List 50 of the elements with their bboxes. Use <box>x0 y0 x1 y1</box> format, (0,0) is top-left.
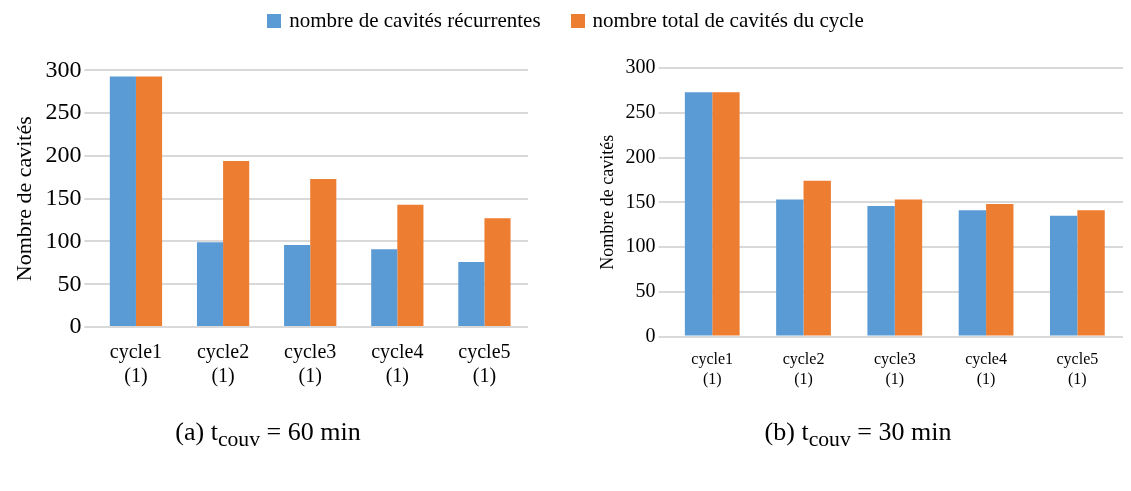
x-tick-label: cycle1 (1) <box>691 350 734 388</box>
bar <box>958 210 987 336</box>
bar <box>284 244 311 326</box>
y-tick-label: 100 <box>625 234 656 257</box>
y-axis-title: Nombre de cavités <box>596 134 617 270</box>
x-tick-label: cycle1 (1) <box>109 340 163 388</box>
bar <box>196 242 224 326</box>
bar <box>484 218 511 326</box>
bar <box>458 262 485 326</box>
bar <box>712 92 740 336</box>
y-tick-label: 100 <box>45 226 82 253</box>
y-axis-title: Nombre de cavités <box>10 116 36 282</box>
y-tick-label: 0 <box>645 323 656 346</box>
bar <box>684 92 713 336</box>
bar <box>310 179 337 326</box>
bar <box>867 205 895 336</box>
y-tick-label: 250 <box>625 100 656 123</box>
x-tick-label: cycle2 (1) <box>782 350 825 388</box>
bar <box>109 76 136 326</box>
x-tick-label: cycle3 (1) <box>284 340 337 388</box>
y-tick-label: 150 <box>45 184 82 210</box>
y-tick-label: 200 <box>45 141 82 168</box>
bar <box>135 76 163 326</box>
bar <box>397 204 424 326</box>
bar <box>803 180 831 336</box>
y-tick-label: 50 <box>57 269 82 296</box>
x-tick-label: cycle2 (1) <box>196 340 250 388</box>
y-tick-label: 250 <box>45 98 82 125</box>
bar <box>894 199 923 336</box>
bar <box>1077 210 1105 336</box>
y-tick-label: 300 <box>45 55 82 82</box>
y-tick-label: 200 <box>625 144 656 167</box>
x-tick-label: cycle5 (1) <box>458 340 511 388</box>
y-tick-label: 50 <box>635 279 656 302</box>
bar <box>223 161 250 326</box>
x-tick-label: cycle4 (1) <box>371 340 424 388</box>
legend-label: nombre de cavités récurrentes <box>289 8 541 33</box>
y-tick-label: 150 <box>625 189 656 212</box>
y-tick-label: 300 <box>625 55 656 78</box>
bar <box>1049 215 1078 336</box>
y-tick-label: 0 <box>69 312 82 339</box>
bar <box>371 249 398 326</box>
text: (b) t$_{couv}$ = 30 min <box>764 417 952 453</box>
bar <box>776 199 804 336</box>
x-tick-label: cycle5 (1) <box>1056 350 1099 388</box>
text: (a) t$_{couv}$ = 60 min <box>175 417 361 453</box>
legend-label: nombre total de cavités du cycle <box>592 8 864 33</box>
x-tick-label: cycle3 (1) <box>873 350 916 388</box>
bar <box>986 204 1014 336</box>
x-tick-label: cycle4 (1) <box>965 350 1007 388</box>
